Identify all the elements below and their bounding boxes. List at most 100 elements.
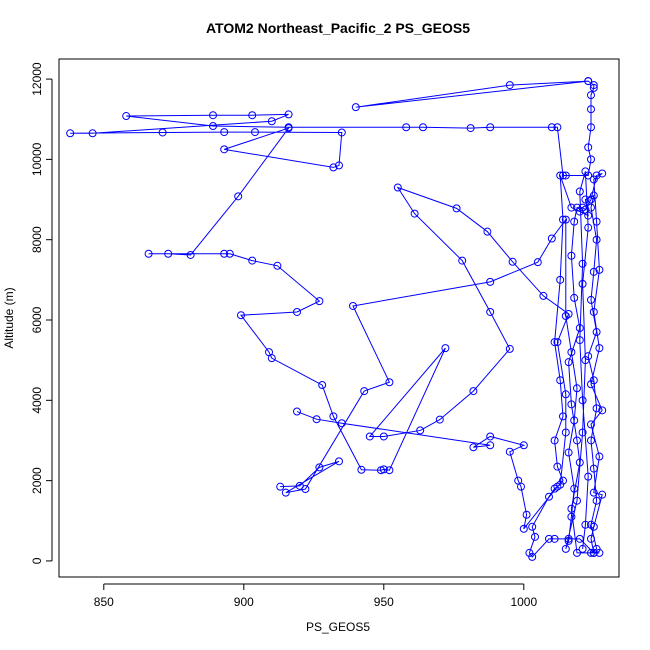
data-point [419, 123, 427, 132]
data-point [561, 171, 570, 180]
data-point [573, 384, 581, 393]
data-point [441, 344, 450, 353]
data-point [567, 203, 576, 212]
data-point [164, 249, 173, 258]
data-point [379, 465, 388, 474]
data-point [66, 129, 75, 138]
data-point [567, 348, 576, 357]
data-point [598, 169, 607, 178]
data-point [335, 161, 343, 170]
series-line [70, 80, 603, 558]
data-point [315, 297, 324, 306]
data-point [567, 251, 576, 260]
data-point [237, 311, 245, 320]
data-point [251, 128, 259, 137]
data-point [209, 111, 217, 120]
data-point [564, 536, 573, 545]
data-point [329, 412, 338, 421]
data-point [561, 215, 570, 224]
data-point [452, 204, 461, 213]
data-point [589, 267, 598, 276]
data-point [553, 123, 562, 132]
data-point [545, 492, 553, 501]
data-point [595, 548, 604, 557]
data-point [505, 81, 514, 90]
data-point [573, 436, 581, 445]
y-tick-label: 4000 [30, 387, 44, 414]
data-point [561, 311, 570, 320]
data-point [88, 129, 97, 138]
data-point [595, 344, 604, 353]
data-point [267, 117, 276, 126]
data-point [587, 123, 595, 132]
data-point [584, 472, 593, 481]
data-point [584, 143, 593, 152]
data-point [587, 195, 595, 204]
data-point [360, 387, 369, 396]
data-point [570, 416, 579, 425]
data-point [273, 261, 282, 270]
data-point [469, 443, 478, 452]
data-point [589, 376, 598, 385]
data-point [598, 490, 607, 499]
data-point [556, 376, 565, 385]
data-point [248, 256, 257, 265]
data-point [561, 390, 570, 399]
data-point [589, 548, 598, 557]
data-point [335, 457, 343, 466]
y-tick-label: 2000 [30, 467, 44, 494]
data-point [556, 171, 565, 180]
data-point [553, 462, 562, 471]
data-point [486, 441, 495, 450]
data-point [357, 465, 366, 474]
data-point [592, 171, 601, 180]
data-point [587, 420, 595, 429]
data-point [522, 510, 531, 519]
series-line [280, 171, 589, 550]
data-point [570, 293, 579, 302]
x-tick-label: 900 [234, 595, 254, 609]
data-point [365, 432, 374, 441]
data-point [486, 123, 495, 132]
data-point [559, 171, 567, 180]
x-tick-label: 1000 [510, 595, 537, 609]
data-point [561, 544, 570, 553]
data-point [486, 277, 495, 286]
series-line [296, 175, 598, 554]
data-point [587, 436, 595, 445]
data-point [209, 122, 217, 131]
data-point [469, 387, 478, 396]
data-point [385, 378, 394, 387]
data-point [508, 257, 517, 266]
x-axis-label: PS_GEOS5 [306, 620, 370, 634]
data-point [587, 295, 595, 304]
data-point [598, 406, 607, 415]
data-point [519, 524, 528, 533]
data-point [595, 452, 604, 461]
data-point [186, 250, 195, 259]
x-tick-label: 950 [374, 595, 394, 609]
data-point [592, 235, 601, 244]
data-point [281, 488, 290, 497]
data-point [589, 488, 598, 497]
data-point [528, 552, 537, 561]
data-point [158, 128, 167, 137]
y-tick-label: 8000 [30, 226, 44, 253]
data-point [220, 128, 229, 137]
data-point [578, 259, 587, 268]
data-point [584, 223, 593, 232]
data-point [329, 163, 338, 172]
data-point [525, 548, 534, 557]
data-point [581, 356, 590, 365]
data-point [573, 548, 581, 557]
data-point [351, 103, 360, 112]
data-point [144, 249, 153, 258]
data-point [505, 344, 514, 353]
data-point [528, 522, 537, 531]
y-tick-label: 6000 [30, 306, 44, 333]
data-point [435, 415, 444, 424]
data-point [486, 307, 495, 316]
data-point [483, 227, 492, 236]
data-point [581, 167, 590, 176]
